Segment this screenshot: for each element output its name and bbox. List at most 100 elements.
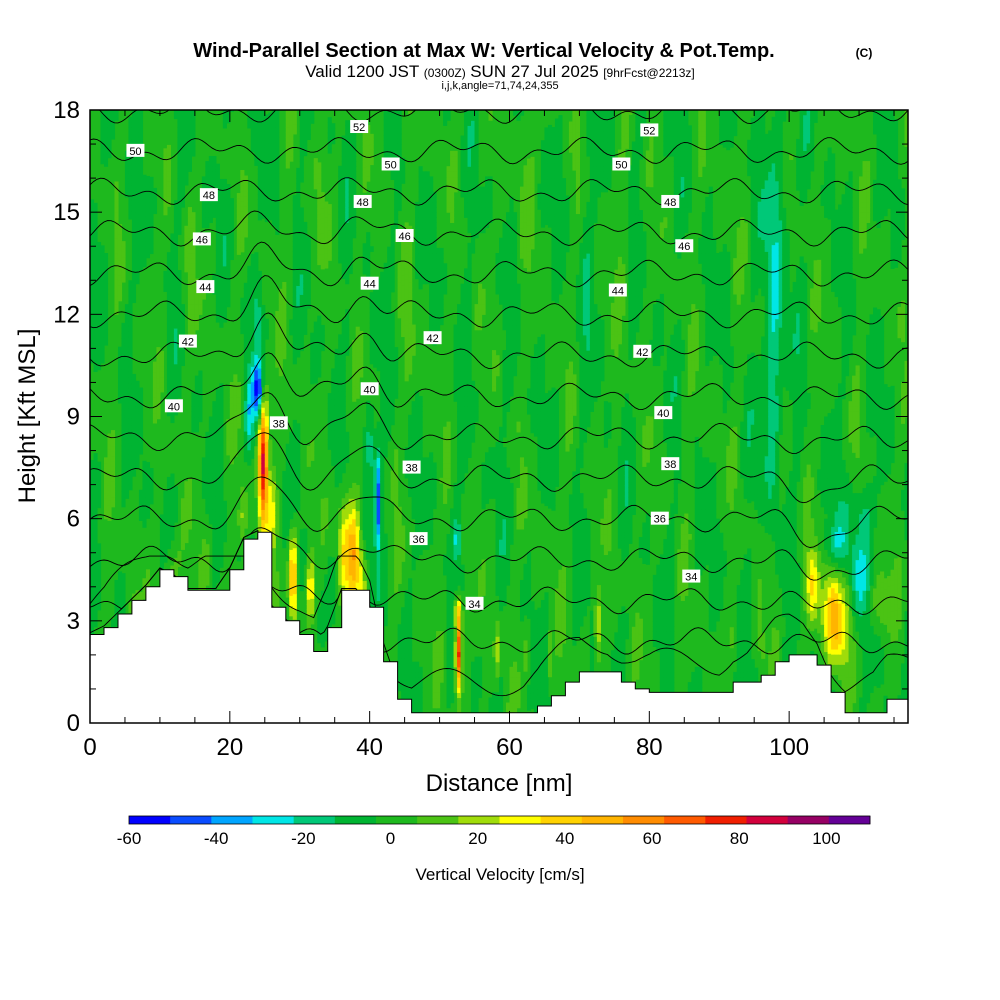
velocity-cell — [341, 237, 346, 244]
velocity-cell — [191, 120, 196, 126]
velocity-cell — [296, 183, 301, 189]
velocity-cell — [443, 283, 448, 290]
velocity-cell — [166, 252, 172, 258]
velocity-cell — [327, 607, 332, 614]
velocity-cell — [138, 239, 144, 246]
velocity-cell — [418, 457, 423, 464]
velocity-cell — [299, 217, 304, 224]
velocity-cell — [100, 332, 105, 338]
velocity-cell — [187, 273, 192, 280]
velocity-cell — [264, 385, 269, 391]
velocity-cell — [257, 408, 262, 415]
velocity-cell — [103, 334, 109, 341]
velocity-cell — [135, 406, 140, 412]
velocity-cell — [352, 360, 357, 367]
velocity-cell — [222, 306, 227, 313]
velocity-cell — [173, 343, 178, 349]
velocity-cell — [362, 452, 367, 459]
velocity-cell — [338, 472, 343, 478]
velocity-cell — [250, 315, 255, 321]
velocity-cell — [341, 559, 346, 566]
velocity-cell — [345, 559, 350, 566]
velocity-cell — [394, 209, 399, 215]
velocity-cell — [338, 564, 343, 570]
velocity-cell — [380, 419, 385, 426]
velocity-cell — [306, 282, 311, 289]
velocity-cell — [124, 161, 130, 167]
velocity-cell — [247, 403, 252, 410]
velocity-cell — [96, 267, 102, 274]
velocity-cell — [334, 348, 339, 355]
velocity-cell — [180, 135, 185, 142]
velocity-cell — [257, 143, 262, 149]
velocity-cell — [408, 435, 413, 441]
velocity-cell — [453, 396, 458, 402]
velocity-cell — [457, 401, 462, 407]
velocity-cell — [285, 127, 290, 133]
velocity-cell — [159, 519, 165, 526]
velocity-cell — [131, 220, 137, 227]
velocity-cell — [306, 456, 311, 462]
velocity-cell — [180, 360, 185, 367]
velocity-cell — [341, 574, 346, 581]
velocity-cell — [128, 183, 133, 189]
velocity-cell — [348, 508, 353, 515]
velocity-cell — [394, 576, 399, 583]
velocity-cell — [187, 237, 192, 244]
velocity-cell — [390, 261, 395, 267]
velocity-cell — [187, 120, 192, 126]
velocity-cell — [320, 207, 325, 214]
velocity-cell — [380, 343, 385, 349]
velocity-cell — [436, 293, 441, 300]
velocity-cell — [205, 488, 210, 494]
velocity-cell — [117, 576, 123, 583]
velocity-cell — [390, 271, 395, 278]
velocity-cell — [264, 180, 269, 187]
velocity-cell — [289, 615, 294, 622]
velocity-cell — [439, 651, 444, 658]
velocity-cell — [348, 574, 353, 581]
velocity-cell — [352, 554, 357, 561]
velocity-cell — [422, 247, 427, 254]
velocity-cell — [394, 382, 399, 389]
velocity-cell — [292, 506, 297, 513]
velocity-cell — [429, 268, 434, 275]
velocity-cell — [138, 203, 144, 210]
velocity-cell — [390, 169, 395, 175]
velocity-cell — [376, 498, 381, 504]
velocity-cell — [292, 425, 297, 431]
velocity-cell — [117, 259, 123, 266]
velocity-cell — [408, 368, 413, 375]
velocity-cell — [460, 585, 465, 591]
velocity-cell — [93, 458, 98, 464]
velocity-cell — [254, 272, 259, 279]
velocity-cell — [331, 123, 336, 129]
velocity-cell — [215, 408, 220, 415]
velocity-cell — [254, 313, 259, 320]
velocity-cell — [212, 528, 217, 535]
velocity-cell — [257, 347, 262, 354]
velocity-cell — [341, 344, 346, 351]
velocity-cell — [306, 292, 311, 299]
velocity-cell — [460, 344, 465, 351]
velocity-cell — [177, 173, 182, 179]
velocity-cell — [124, 355, 130, 361]
velocity-cell — [408, 110, 413, 115]
velocity-cell — [341, 411, 346, 418]
velocity-cell — [450, 615, 455, 622]
velocity-cell — [408, 287, 413, 293]
velocity-cell — [110, 133, 116, 140]
velocity-cell — [124, 324, 130, 331]
velocity-cell — [201, 574, 206, 581]
velocity-cell — [352, 559, 357, 566]
velocity-cell — [432, 687, 437, 693]
velocity-cell — [247, 322, 252, 328]
velocity-cell — [96, 328, 102, 335]
velocity-cell — [124, 334, 130, 341]
velocity-cell — [408, 333, 413, 339]
velocity-cell — [247, 459, 252, 466]
velocity-cell — [380, 486, 385, 493]
velocity-cell — [215, 173, 220, 180]
velocity-cell — [226, 260, 231, 267]
velocity-cell — [338, 257, 343, 264]
